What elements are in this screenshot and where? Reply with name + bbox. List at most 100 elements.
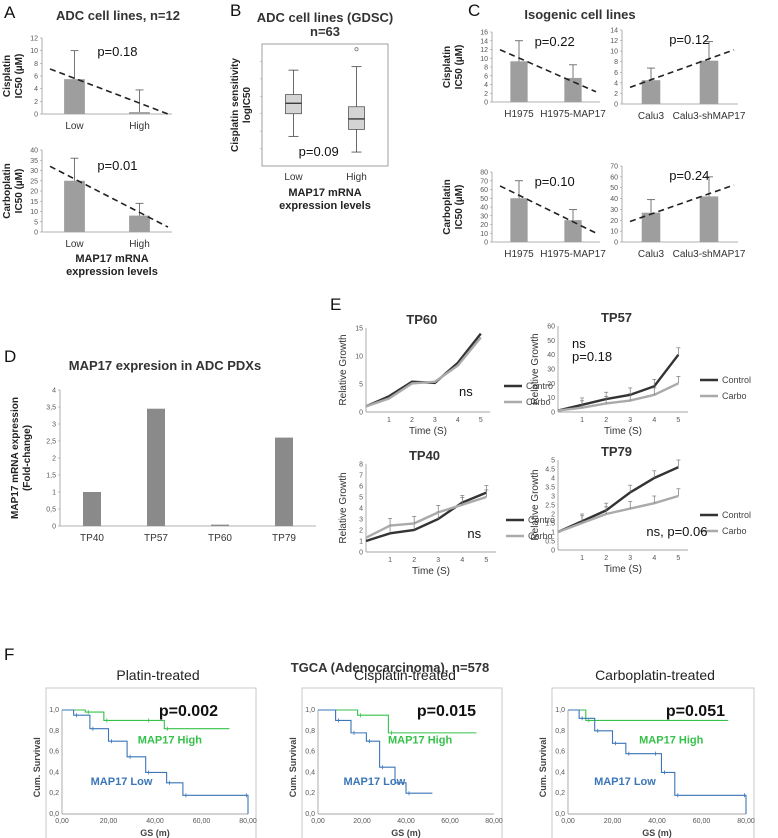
category-label: TP40 <box>80 533 104 544</box>
y-tick-label: 10 <box>30 209 38 216</box>
x-tick-label: 80,00 <box>485 818 503 825</box>
y-tick-label: 0,6 <box>49 749 59 756</box>
y-tick-label: 0,8 <box>305 728 315 735</box>
y-tick-label: 60 <box>547 324 555 331</box>
x-axis-label: Time (S) <box>604 564 642 575</box>
y-tick-label: 2 <box>52 456 56 463</box>
panel-letter-E: E <box>330 295 341 314</box>
x-tick-label: 20,00 <box>353 818 371 825</box>
y-tick-label: 0 <box>614 240 618 247</box>
bar <box>211 524 229 526</box>
series-line <box>365 495 487 539</box>
y-tick-label: 3 <box>52 422 56 429</box>
category-label: Calu3-shMAP17 <box>673 111 746 122</box>
survival-curve <box>318 709 433 794</box>
y-tick-label: 20 <box>30 189 38 196</box>
y-tick-label: 30 <box>480 213 488 220</box>
x-axis-label: Time (S) <box>412 566 450 577</box>
series-line <box>557 494 679 534</box>
x-tick-label: 20,00 <box>604 818 622 825</box>
chart-title: TP79 <box>601 444 632 459</box>
chart-frame <box>551 687 755 838</box>
y-tick-label: 0 <box>484 100 488 107</box>
x-tick-label: 0,00 <box>55 818 69 825</box>
p-value: p=0.015 <box>417 703 476 720</box>
y-tick-label: 12 <box>480 47 488 54</box>
x-tick-label: 2 <box>412 557 416 564</box>
y-tick-label: 6 <box>34 74 38 81</box>
x-tick-label: 5 <box>676 417 680 424</box>
bar-chart-A1: 0 2 4 6 8 10 12 Low High p=0.18 CisplatinIC50 (µM) <box>2 36 172 132</box>
bar <box>64 79 85 114</box>
x-axis-label: GS (m) <box>391 828 421 838</box>
trend-line <box>629 49 735 89</box>
y-tick-label: 0,8 <box>555 728 565 735</box>
y-tick-label: 14 <box>610 28 618 35</box>
bar <box>147 408 165 526</box>
trend-line <box>499 49 597 93</box>
annotation: p=0.18 <box>572 349 612 364</box>
chart-frame <box>301 687 503 838</box>
chart-title: Carboplatin-treated <box>595 667 715 683</box>
y-tick-label: 12 <box>610 38 618 45</box>
y-tick-label: 0,0 <box>555 811 565 818</box>
x-axis-label: Time (S) <box>409 426 447 437</box>
p-value: p=0.24 <box>669 168 709 183</box>
x-tick-label: 5 <box>479 417 483 424</box>
x-tick-label: 3 <box>628 417 632 424</box>
x-tick-label: 1 <box>580 555 584 562</box>
category-label: High <box>346 172 367 183</box>
y-axis-label: MAP17 mRNA expression(Fold-change) <box>10 397 33 519</box>
x-axis-label: MAP17 mRNA expression levels <box>279 187 371 212</box>
category-label: Low <box>65 121 84 132</box>
legend-label: Control <box>722 375 751 385</box>
panel-f-title: TGCA (Adenocarcinoma), n=578 <box>291 660 490 675</box>
y-tick-label: 1 <box>359 539 363 546</box>
y-tick-label: 40 <box>610 196 618 203</box>
category-label: Calu3 <box>638 111 665 122</box>
trend-line <box>49 165 169 228</box>
y-tick-label: 0 <box>614 102 618 109</box>
series-label: MAP17 High <box>639 734 703 746</box>
x-tick-label: 40,00 <box>648 818 666 825</box>
chart-frame <box>45 687 257 838</box>
y-axis-label: CisplatinIC50 (µM) <box>2 54 25 99</box>
p-value: p=0.10 <box>535 174 575 189</box>
series-label: MAP17 High <box>138 734 202 746</box>
box-plot-B: ADC cell lines (GDSC) n=63 Low High p=0.09 Ci… <box>230 10 393 212</box>
bar <box>129 112 150 114</box>
series-line <box>365 491 487 543</box>
growth-chart-TP60: TP60 0 5 10 15 1 2 3 4 5 Contro Carbo ns Time (S) Rela… <box>338 312 553 437</box>
y-axis-label: CisplatinIC50 (µM) <box>442 45 465 90</box>
x-tick-label: 60,00 <box>193 818 211 825</box>
y-tick-label: 7 <box>359 473 363 480</box>
y-tick-label: 2 <box>614 91 618 98</box>
series-line <box>365 336 482 408</box>
box <box>348 106 365 130</box>
y-tick-label: 1 <box>52 490 56 497</box>
y-tick-label: 10 <box>610 229 618 236</box>
y-tick-label: 0,0 <box>49 811 59 818</box>
x-tick-label: 2 <box>604 555 608 562</box>
p-value: p=0.12 <box>669 32 709 47</box>
x-tick-label: 1 <box>388 557 392 564</box>
panel-letter-C: C <box>468 1 480 20</box>
y-tick-label: 2 <box>484 91 488 98</box>
y-tick-label: 70 <box>480 178 488 185</box>
y-tick-label: 0 <box>359 550 363 557</box>
category-label: Calu3 <box>638 249 665 260</box>
p-value: p=0.01 <box>97 158 137 173</box>
x-tick-label: 3 <box>433 417 437 424</box>
y-tick-label: 0,5 <box>46 507 56 514</box>
y-tick-label: 16 <box>480 30 488 37</box>
growth-chart-TP40: TP40 0 1 2 3 4 5 6 7 8 1 2 3 4 5 Contro Carbo ns Time (S) R… <box>338 448 555 577</box>
bar <box>564 220 582 242</box>
chart-title: Platin-treated <box>116 667 199 683</box>
category-label: High <box>129 239 150 250</box>
x-tick-label: 4 <box>652 555 656 562</box>
y-tick-label: 0,4 <box>305 769 315 776</box>
x-tick-label: 4 <box>456 417 460 424</box>
trend-line <box>499 185 597 234</box>
y-tick-label: 12 <box>30 36 38 43</box>
